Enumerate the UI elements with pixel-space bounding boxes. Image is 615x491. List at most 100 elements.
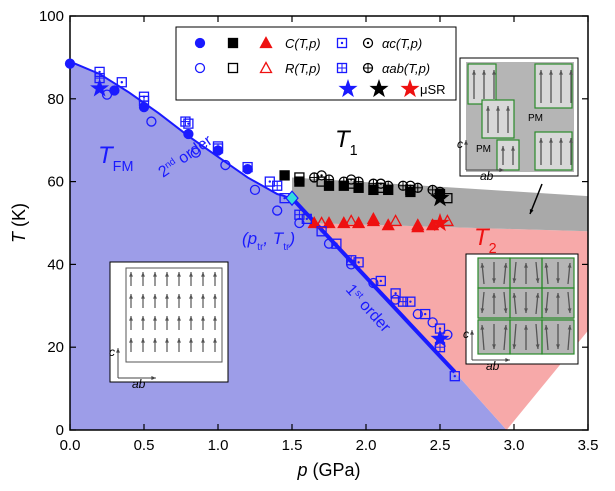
marker-shape	[338, 78, 358, 98]
data-point	[442, 329, 453, 340]
legend-marker	[227, 37, 239, 49]
spin-arrow-head	[556, 293, 560, 298]
marker-dot	[268, 180, 271, 183]
data-point	[368, 277, 379, 289]
marker-dot	[350, 178, 353, 181]
spin-arrow-head	[556, 344, 560, 349]
marker-shape	[362, 37, 374, 49]
y-axis-label: T (K)	[9, 203, 29, 243]
data-point	[430, 188, 450, 207]
data-point	[220, 159, 231, 171]
marker-shape	[368, 277, 379, 289]
data-point	[249, 184, 261, 196]
marker-shape	[259, 36, 273, 49]
spin-arrow-head	[482, 70, 486, 75]
data-point	[272, 205, 283, 216]
spin-arrow-head	[153, 316, 157, 321]
data-point	[180, 116, 191, 127]
y-axis-label-unit: (K)	[9, 203, 29, 232]
spin-arrow-head	[486, 106, 490, 111]
data-point	[420, 308, 431, 320]
spin-arrow-head	[567, 308, 572, 313]
x-tick-label: 2.5	[430, 437, 451, 454]
annotation: (ptr, Ttr)	[242, 229, 295, 253]
marker-shape	[272, 205, 283, 216]
marker-shape	[227, 37, 239, 49]
marker-shape	[331, 238, 342, 249]
spin-arrow-head	[189, 316, 193, 321]
spin-arrow-head	[544, 325, 549, 330]
inset-fm	[109, 261, 229, 383]
data-point	[383, 180, 394, 191]
data-point	[190, 147, 201, 158]
spin-arrow-head	[129, 294, 133, 299]
spin-arrow-head	[539, 70, 543, 75]
marker-dot	[394, 292, 397, 295]
marker-shape	[316, 226, 327, 237]
spin-arrow-head	[503, 308, 508, 313]
inset-pm-label: PM	[476, 144, 491, 155]
data-point	[183, 128, 194, 140]
spin-arrow-head	[472, 70, 476, 75]
x-tick-label: 2.0	[356, 437, 377, 454]
spin-arrow-head	[512, 278, 517, 283]
annotation-part: tr	[283, 242, 290, 253]
marker-shape	[323, 238, 335, 249]
data-point	[344, 214, 358, 227]
spin-arrow-head	[129, 316, 133, 321]
marker-dot	[320, 174, 323, 177]
inset-axis-ab: ab	[132, 377, 146, 391]
spin-arrow-head	[201, 316, 205, 321]
marker-shape	[183, 128, 194, 140]
spin-arrow-head	[544, 263, 549, 268]
spin-arrow-head	[480, 308, 485, 313]
spin-arrow-head	[213, 338, 217, 343]
spin-arrow-head	[201, 338, 205, 343]
inset-axis-ab: ab	[480, 169, 494, 183]
marker-shape	[430, 212, 450, 232]
legend-label: C(T,p)	[285, 36, 321, 51]
spin-arrow-head	[165, 338, 169, 343]
data-point	[390, 288, 401, 299]
marker-dot	[340, 41, 344, 45]
annotation-part: T	[98, 142, 115, 169]
spin-arrow-head	[153, 338, 157, 343]
spin-arrow-head	[201, 294, 205, 299]
marker-shape	[375, 275, 386, 287]
legend-marker	[259, 61, 273, 74]
annotation-part: (p	[242, 229, 257, 248]
legend-label: μSR	[420, 82, 446, 97]
data-point	[366, 212, 380, 225]
spin-arrow-head	[511, 146, 515, 151]
annotation: T1	[335, 126, 358, 159]
spin-arrow-head	[165, 316, 169, 321]
spin-arrow-head	[501, 146, 505, 151]
spin-arrow-head	[189, 338, 193, 343]
marker-shape	[353, 257, 364, 268]
spin-arrow-head	[535, 278, 540, 283]
spin-arrow-head	[129, 338, 133, 343]
marker-dot	[438, 327, 442, 330]
y-tick-label: 20	[47, 339, 64, 356]
plot-frame	[69, 15, 589, 431]
spin-arrow-head	[492, 344, 496, 349]
data-point	[116, 77, 127, 88]
legend-marker	[362, 62, 374, 74]
annotation-part: )	[287, 229, 295, 248]
data-point	[427, 317, 438, 328]
data-point	[138, 95, 150, 107]
legend-label: αc(T,p)	[382, 36, 422, 51]
spin-arrow-head	[153, 272, 157, 277]
marker-shape	[183, 118, 194, 129]
data-point	[389, 214, 403, 227]
data-point	[242, 161, 253, 173]
annotation-part: T	[474, 224, 491, 251]
spin-arrow-head	[151, 376, 156, 380]
marker-shape	[146, 116, 157, 127]
legend-marker	[194, 62, 206, 74]
marker-dot	[366, 41, 370, 45]
marker-dot	[120, 81, 124, 84]
y-tick-label: 40	[47, 256, 64, 273]
marker-shape	[369, 78, 389, 98]
data-point	[430, 212, 450, 232]
